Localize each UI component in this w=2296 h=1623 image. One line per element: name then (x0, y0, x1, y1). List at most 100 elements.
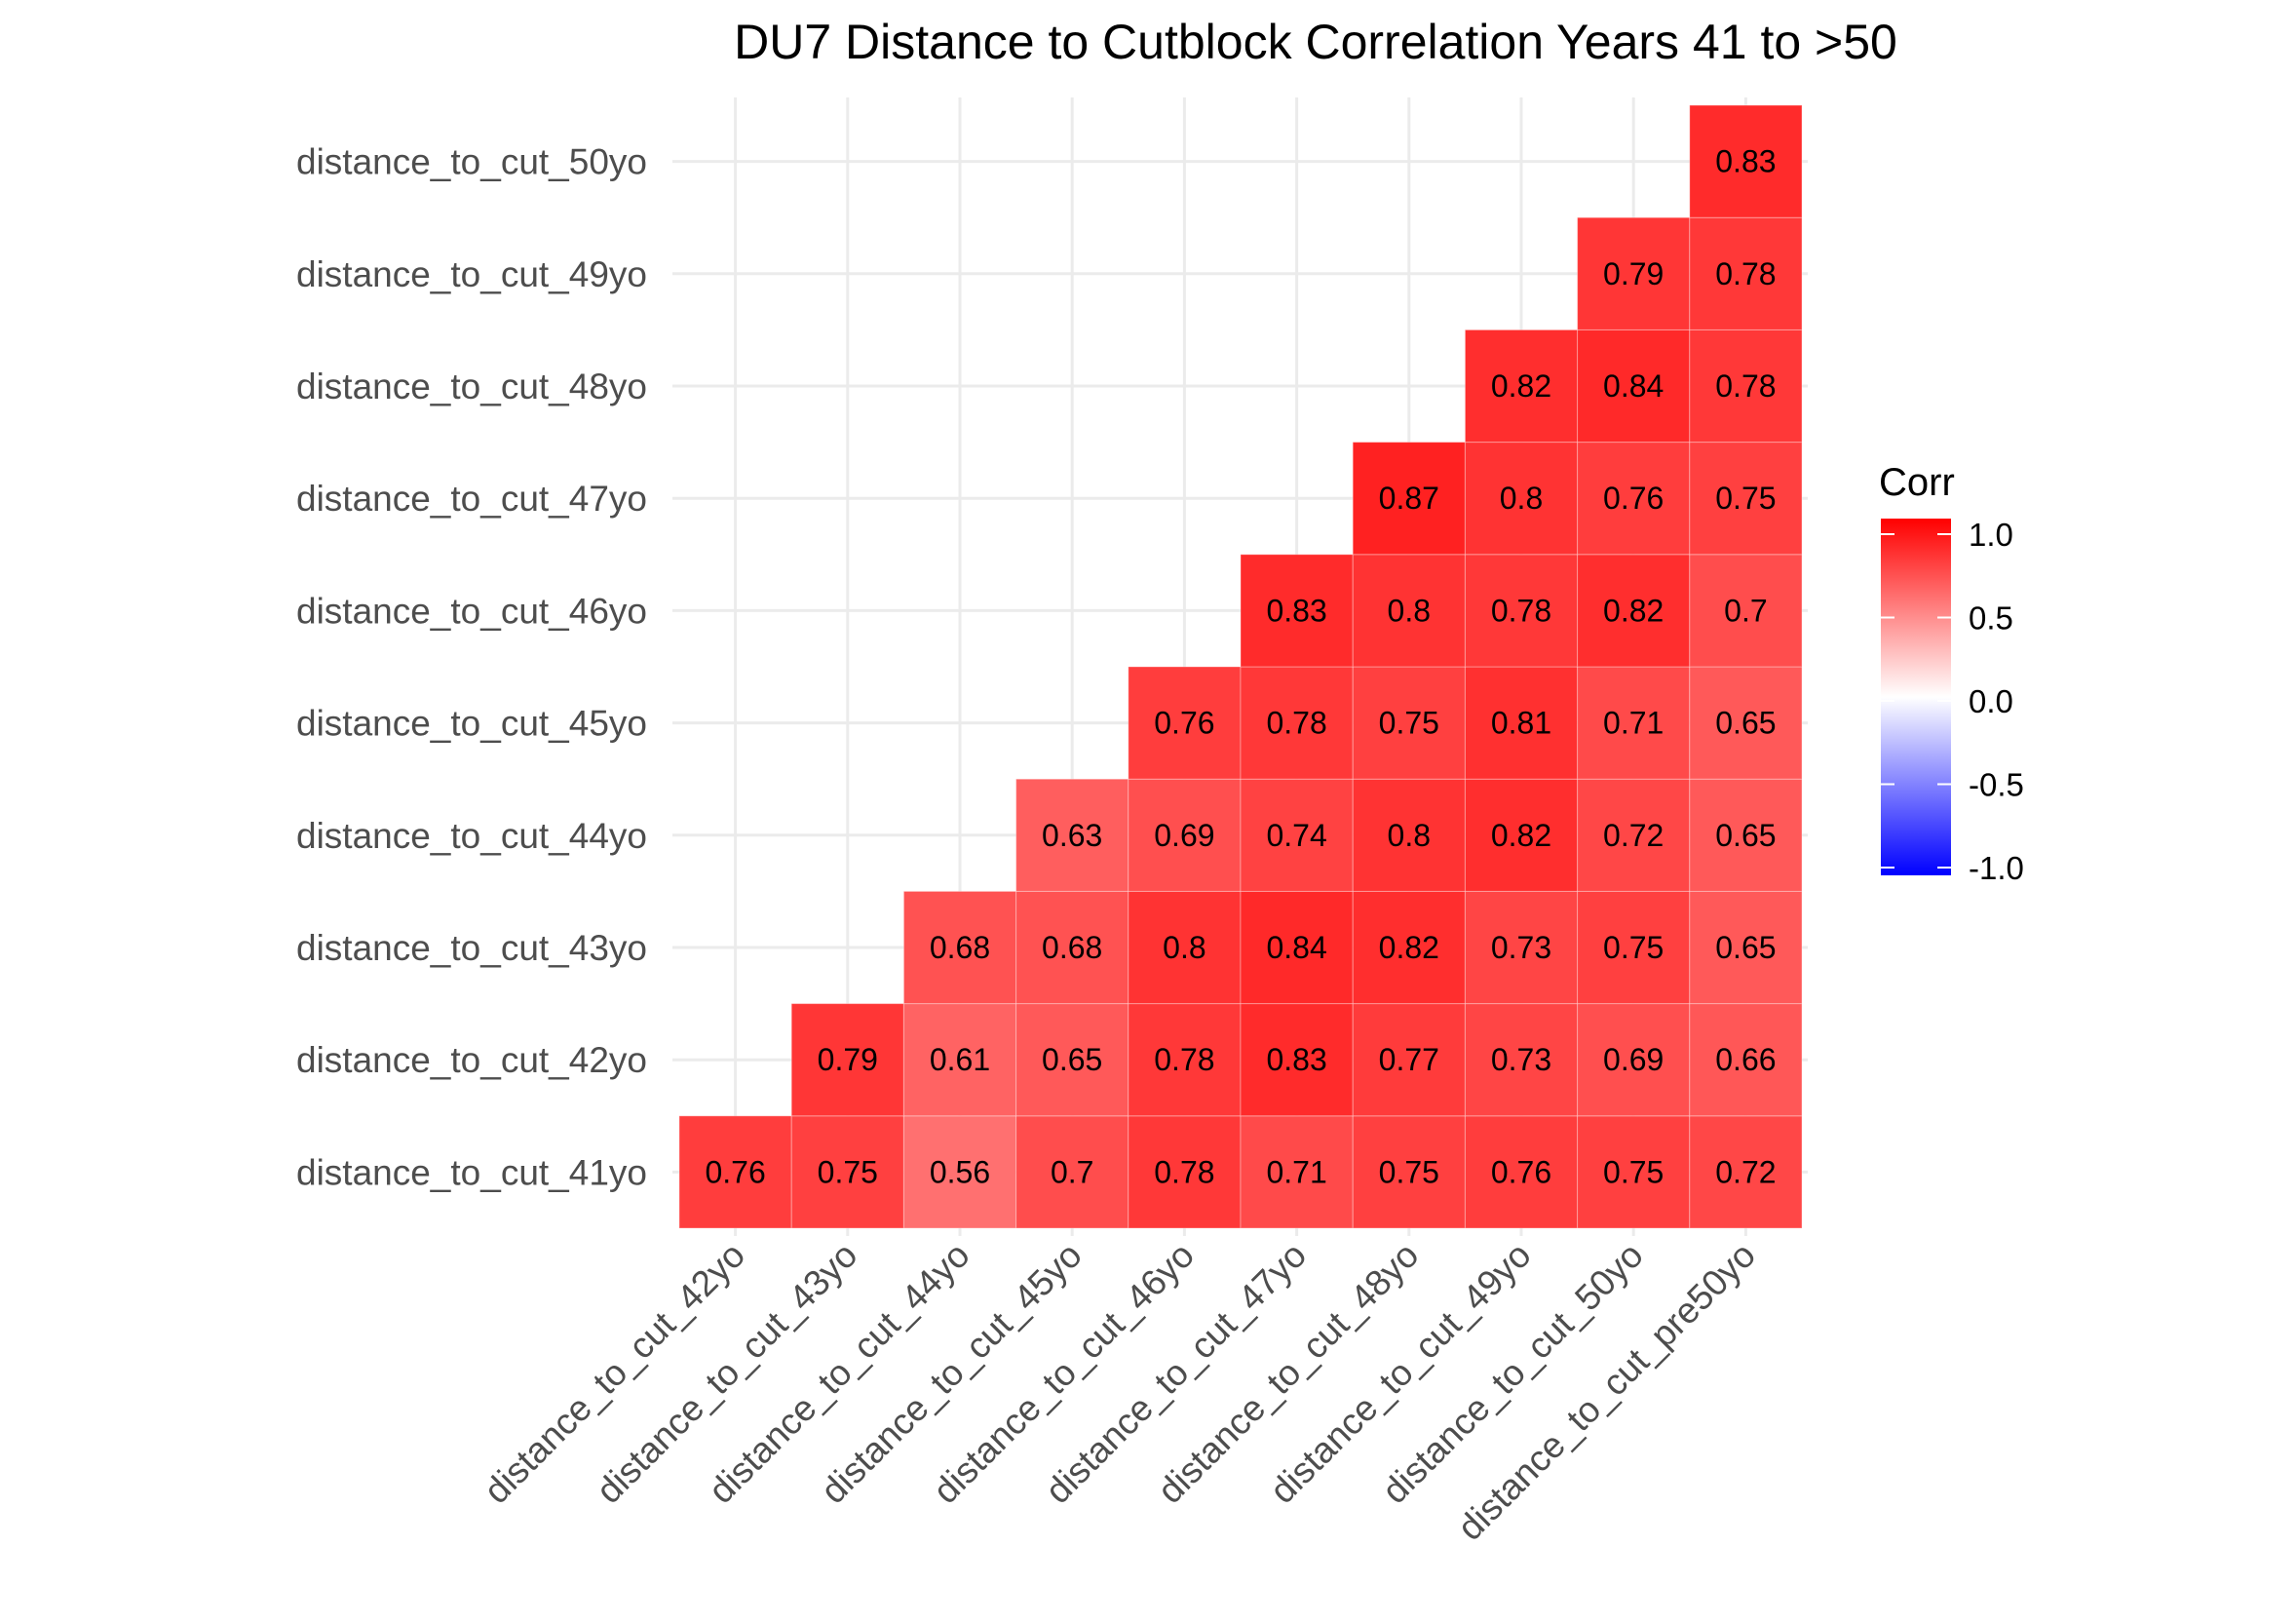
legend: Corr 1.0 0.5 0.0 -0.5 -1.0 (1879, 461, 2024, 886)
heatmap-cell (1464, 666, 1579, 780)
heatmap-cell (790, 1115, 904, 1229)
cell-value-label: 0.8 (1500, 481, 1543, 516)
legend-tick-label: -0.5 (1969, 767, 2024, 803)
cell-value-label: 0.65 (1715, 818, 1776, 853)
legend-tick-label: 0.5 (1969, 600, 2013, 637)
heatmap-cell (1577, 216, 1691, 330)
heatmap-cell (1128, 1115, 1242, 1229)
heatmap-cell (1689, 328, 1803, 444)
cell-value-label: 0.65 (1715, 930, 1776, 965)
heatmap-cell (1352, 778, 1466, 892)
cell-value-label: 0.79 (1603, 256, 1664, 291)
cell-value-label: 0.69 (1154, 818, 1214, 853)
heatmap-cell (1689, 890, 1803, 1005)
heatmap-cell (1015, 1003, 1129, 1117)
heatmap-cell (1577, 328, 1691, 444)
heatmap-cell (1352, 666, 1466, 780)
cell-value-label: 0.78 (1491, 593, 1551, 628)
heatmap-cell (1689, 1003, 1803, 1117)
heatmap-cell (1689, 778, 1803, 892)
cell-value-label: 0.7 (1724, 593, 1767, 628)
cell-value-label: 0.7 (1051, 1154, 1093, 1189)
cell-value-label: 0.82 (1491, 818, 1551, 853)
cell-value-label: 0.76 (705, 1154, 765, 1189)
cell-value-label: 0.84 (1603, 368, 1664, 404)
heatmap-cell (1240, 666, 1354, 780)
cell-value-label: 0.8 (1163, 930, 1205, 965)
x-axis-tick-labels: distance_to_cut_42yodistance_to_cut_43yo… (477, 1235, 1763, 1548)
heatmap-cells: 0.76 0.75 0.56 0.7 0.78 0.71 0.75 0.76 0.75 0.72 0… (678, 104, 1803, 1229)
cell-value-label: 0.76 (1154, 706, 1214, 741)
cell-value-label: 0.81 (1491, 706, 1551, 741)
cell-value-label: 0.65 (1042, 1042, 1102, 1077)
heatmap-cell (1577, 554, 1691, 668)
cell-value-label: 0.75 (1715, 481, 1776, 516)
heatmap-cell (1689, 554, 1803, 668)
heatmap-cell (902, 1115, 1017, 1229)
legend-tick-label: 0.0 (1969, 683, 2013, 719)
heatmap-cell (1689, 666, 1803, 780)
legend-colorbar (1881, 519, 1951, 875)
cell-value-label: 0.78 (1266, 706, 1326, 741)
heatmap-cell (1577, 1115, 1691, 1229)
y-tick-label: distance_to_cut_48yo (296, 367, 647, 406)
cell-value-label: 0.78 (1715, 256, 1776, 291)
cell-value-label: 0.72 (1715, 1154, 1776, 1189)
heatmap-cell (1577, 890, 1691, 1005)
y-tick-label: distance_to_cut_42yo (296, 1040, 647, 1080)
heatmap-cell (1015, 890, 1129, 1005)
heatmap-cell (1689, 216, 1803, 330)
cell-value-label: 0.63 (1042, 818, 1102, 853)
y-tick-label: distance_to_cut_46yo (296, 591, 647, 631)
heatmap-cell (1464, 1115, 1579, 1229)
heatmap-cell (1015, 778, 1129, 892)
y-tick-label: distance_to_cut_47yo (296, 479, 647, 519)
cell-value-label: 0.77 (1379, 1042, 1439, 1077)
heatmap-cell (1577, 442, 1691, 556)
heatmap-cell (1689, 104, 1803, 218)
legend-title: Corr (1879, 461, 1955, 504)
cell-value-label: 0.71 (1266, 1154, 1326, 1189)
cell-value-label: 0.68 (1042, 930, 1102, 965)
cell-value-label: 0.71 (1603, 706, 1664, 741)
heatmap-cell (1464, 442, 1579, 556)
heatmap-cell (1352, 442, 1466, 556)
legend-ticks: 1.0 0.5 0.0 -0.5 -1.0 (1881, 517, 2024, 886)
y-tick-label: distance_to_cut_45yo (296, 704, 647, 744)
cell-value-label: 0.83 (1715, 144, 1776, 179)
cell-value-label: 0.8 (1388, 818, 1431, 853)
heatmap-cell (1689, 442, 1803, 556)
cell-value-label: 0.82 (1379, 930, 1439, 965)
cell-value-label: 0.76 (1603, 481, 1664, 516)
y-tick-label: distance_to_cut_49yo (296, 254, 647, 294)
heatmap-cell (1577, 778, 1691, 892)
cell-value-label: 0.74 (1266, 818, 1326, 853)
heatmap-cell (1577, 666, 1691, 780)
cell-value-label: 0.65 (1715, 706, 1776, 741)
cell-value-label: 0.83 (1266, 593, 1326, 628)
cell-value-label: 0.78 (1154, 1154, 1214, 1189)
cell-value-label: 0.76 (1491, 1154, 1551, 1189)
cell-value-label: 0.75 (1379, 1154, 1439, 1189)
cell-value-label: 0.8 (1388, 593, 1431, 628)
cell-value-label: 0.83 (1266, 1042, 1326, 1077)
cell-value-label: 0.61 (930, 1042, 990, 1077)
heatmap-cell (1352, 554, 1466, 668)
cell-value-label: 0.82 (1603, 593, 1664, 628)
cell-value-label: 0.87 (1379, 481, 1439, 516)
cell-value-label: 0.78 (1715, 368, 1776, 404)
legend-tick-label: -1.0 (1969, 850, 2024, 886)
heatmap-cell (1128, 778, 1242, 892)
cell-value-label: 0.75 (1603, 930, 1664, 965)
cell-value-label: 0.75 (1603, 1154, 1664, 1189)
heatmap-cell (1015, 1115, 1129, 1229)
cell-value-label: 0.75 (1379, 706, 1439, 741)
y-tick-label: distance_to_cut_44yo (296, 816, 647, 856)
heatmap-cell (902, 1003, 1017, 1117)
heatmap-cell (1464, 328, 1579, 444)
cell-value-label: 0.69 (1603, 1042, 1664, 1077)
heatmap-cell (790, 1003, 904, 1117)
cell-value-label: 0.73 (1491, 930, 1551, 965)
cell-value-label: 0.73 (1491, 1042, 1551, 1077)
